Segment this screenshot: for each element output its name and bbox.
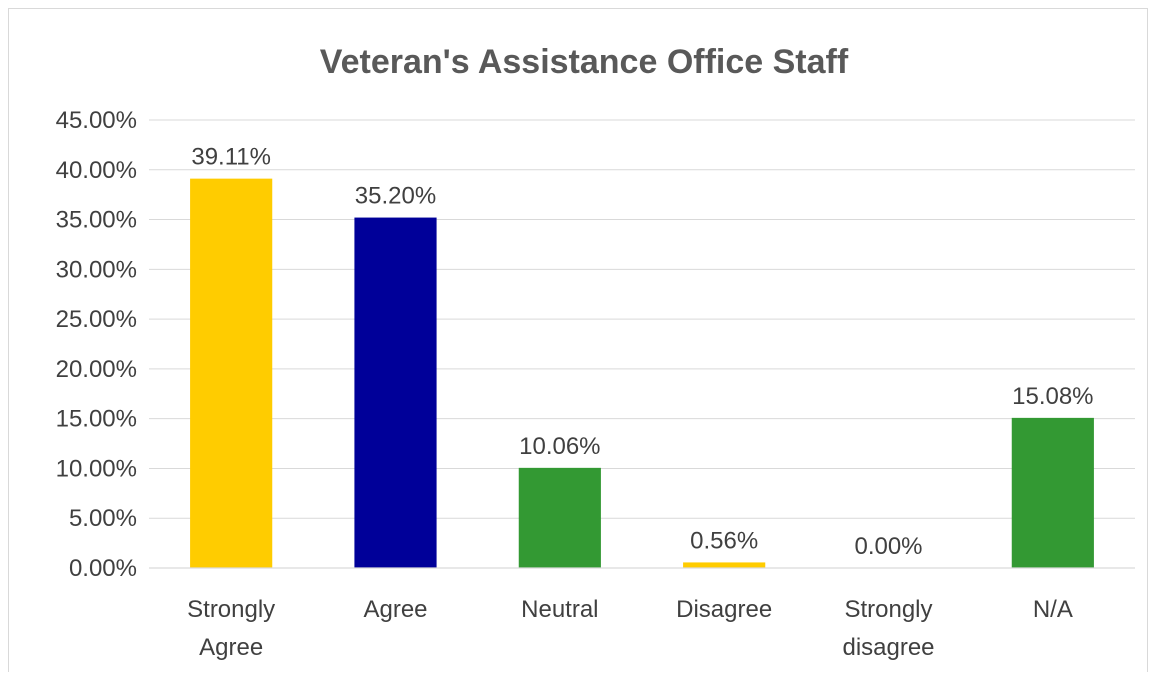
x-tick-label: Strongly Agree bbox=[187, 596, 275, 661]
y-axis-ticks: 0.00% 5.00% 10.00% 15.00% 20.00% 25.00% 30.00%… bbox=[56, 107, 137, 582]
gridlines bbox=[149, 119, 1135, 519]
chart-title: Veteran's Assistance Office Staff bbox=[320, 43, 849, 81]
y-tick-label: 20.00% bbox=[56, 356, 137, 383]
x-tick-label: Strongly disagree bbox=[842, 596, 934, 661]
y-tick-label: 25.00% bbox=[56, 306, 137, 333]
x-tick-label: Neutral bbox=[521, 596, 598, 623]
x-tick-label: Agree bbox=[363, 596, 427, 623]
bar bbox=[354, 217, 437, 568]
y-tick-label: 45.00% bbox=[56, 107, 137, 134]
x-tick-label: Disagree bbox=[676, 596, 772, 623]
x-axis-categories: Strongly Agree Agree Neutral Disagree Strongl… bbox=[187, 596, 1073, 661]
data-label: 0.00% bbox=[854, 533, 922, 560]
bar-chart: Veteran's Assistance Office Staff 0.00% 5… bbox=[56, 43, 1135, 661]
bar bbox=[190, 178, 273, 568]
x-tick-label: N/A bbox=[1033, 596, 1073, 623]
data-label: 15.08% bbox=[1012, 383, 1093, 410]
bar bbox=[683, 562, 766, 568]
y-tick-label: 40.00% bbox=[56, 157, 137, 184]
y-tick-label: 30.00% bbox=[56, 256, 137, 283]
bar bbox=[518, 467, 601, 568]
data-label: 39.11% bbox=[191, 144, 271, 171]
data-labels: 39.11% 35.20% 10.06% 0.56% 0.00% 15.08% bbox=[191, 144, 1093, 560]
chart-frame: Veteran's Assistance Office Staff 0.00% 5… bbox=[8, 8, 1148, 672]
bar bbox=[1011, 417, 1094, 568]
bars bbox=[190, 178, 1094, 568]
y-tick-label: 5.00% bbox=[69, 505, 137, 532]
y-tick-label: 10.00% bbox=[56, 455, 137, 482]
y-tick-label: 35.00% bbox=[56, 207, 137, 234]
data-label: 35.20% bbox=[355, 183, 436, 210]
data-label: 10.06% bbox=[519, 433, 600, 460]
data-label: 0.56% bbox=[690, 527, 758, 554]
y-tick-label: 15.00% bbox=[56, 406, 137, 433]
y-tick-label: 0.00% bbox=[69, 555, 137, 582]
